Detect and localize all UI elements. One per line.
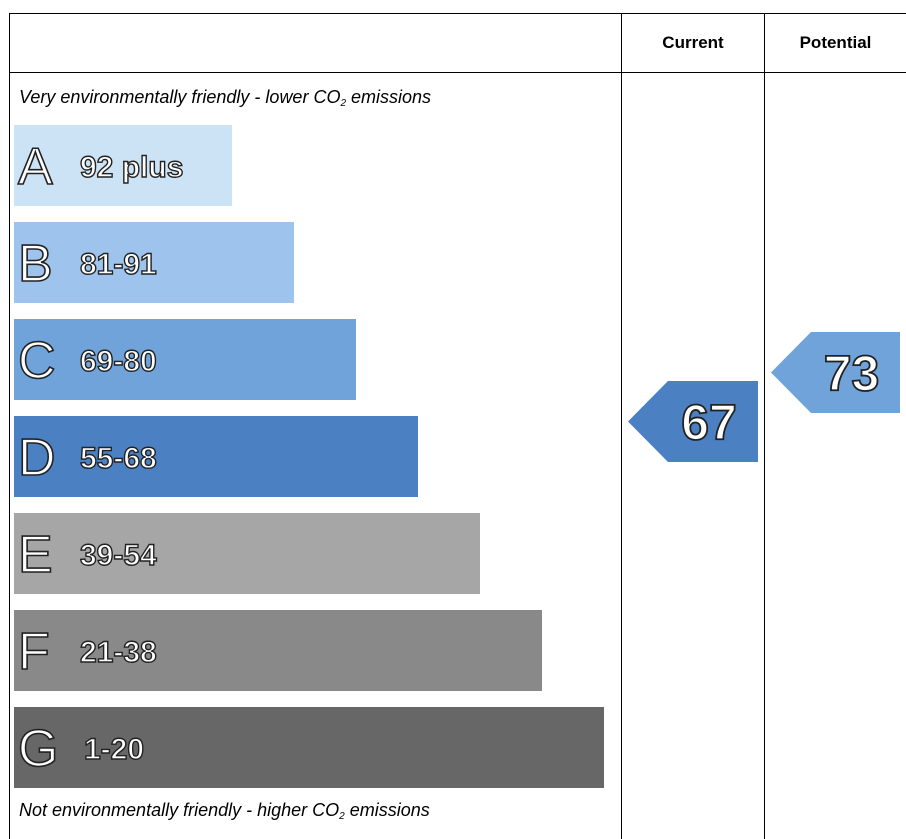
band-d-bar <box>14 416 418 497</box>
band-c-bar <box>14 319 356 400</box>
band-e-bar <box>14 513 480 594</box>
top-note: Very environmentally friendly - lower CO… <box>19 87 431 109</box>
potential-rating-value: 73 <box>824 346 880 402</box>
band-c-letter: C <box>18 332 56 390</box>
band-g-letter: G <box>18 720 58 778</box>
band-g-range: 1-20 <box>84 733 144 766</box>
bottom-note: Not environmentally friendly - higher CO… <box>19 800 430 822</box>
band-f-range: 21-38 <box>80 636 157 669</box>
top-note-text: Very environmentally friendly - lower CO <box>19 87 341 107</box>
band-e-range: 39-54 <box>80 539 157 572</box>
band-c-range: 69-80 <box>80 345 157 378</box>
band-e-letter: E <box>18 526 53 584</box>
potential-column-header: Potential <box>799 33 872 52</box>
header-divider <box>9 72 906 73</box>
rating-table <box>9 13 906 839</box>
band-f-letter: F <box>18 623 50 681</box>
band-a-letter: A <box>18 138 53 196</box>
top-note-subscript: 2 <box>340 98 347 109</box>
band-d-letter: D <box>18 429 56 487</box>
band-d-range: 55-68 <box>80 442 157 475</box>
current-rating-value: 67 <box>681 395 737 451</box>
bottom-note-subscript: 2 <box>339 811 345 822</box>
current-column-header: Current <box>662 33 724 52</box>
band-a-bar <box>14 125 232 206</box>
band-b-bar <box>14 222 294 303</box>
band-g-bar <box>14 707 604 788</box>
current-rating-arrow <box>628 381 758 462</box>
band-b-range: 81-91 <box>80 248 157 281</box>
top-note-suffix: emissions <box>346 87 432 107</box>
current-column-divider <box>621 13 622 839</box>
bottom-note-text: Not environmentally friendly - higher CO <box>19 800 340 820</box>
bottom-note-suffix: emissions <box>344 800 430 820</box>
band-b-letter: B <box>18 235 53 293</box>
band-a-range: 92 plus <box>80 151 183 184</box>
potential-rating-arrow <box>771 332 900 413</box>
band-f-bar <box>14 610 542 691</box>
potential-column-divider <box>764 13 765 839</box>
